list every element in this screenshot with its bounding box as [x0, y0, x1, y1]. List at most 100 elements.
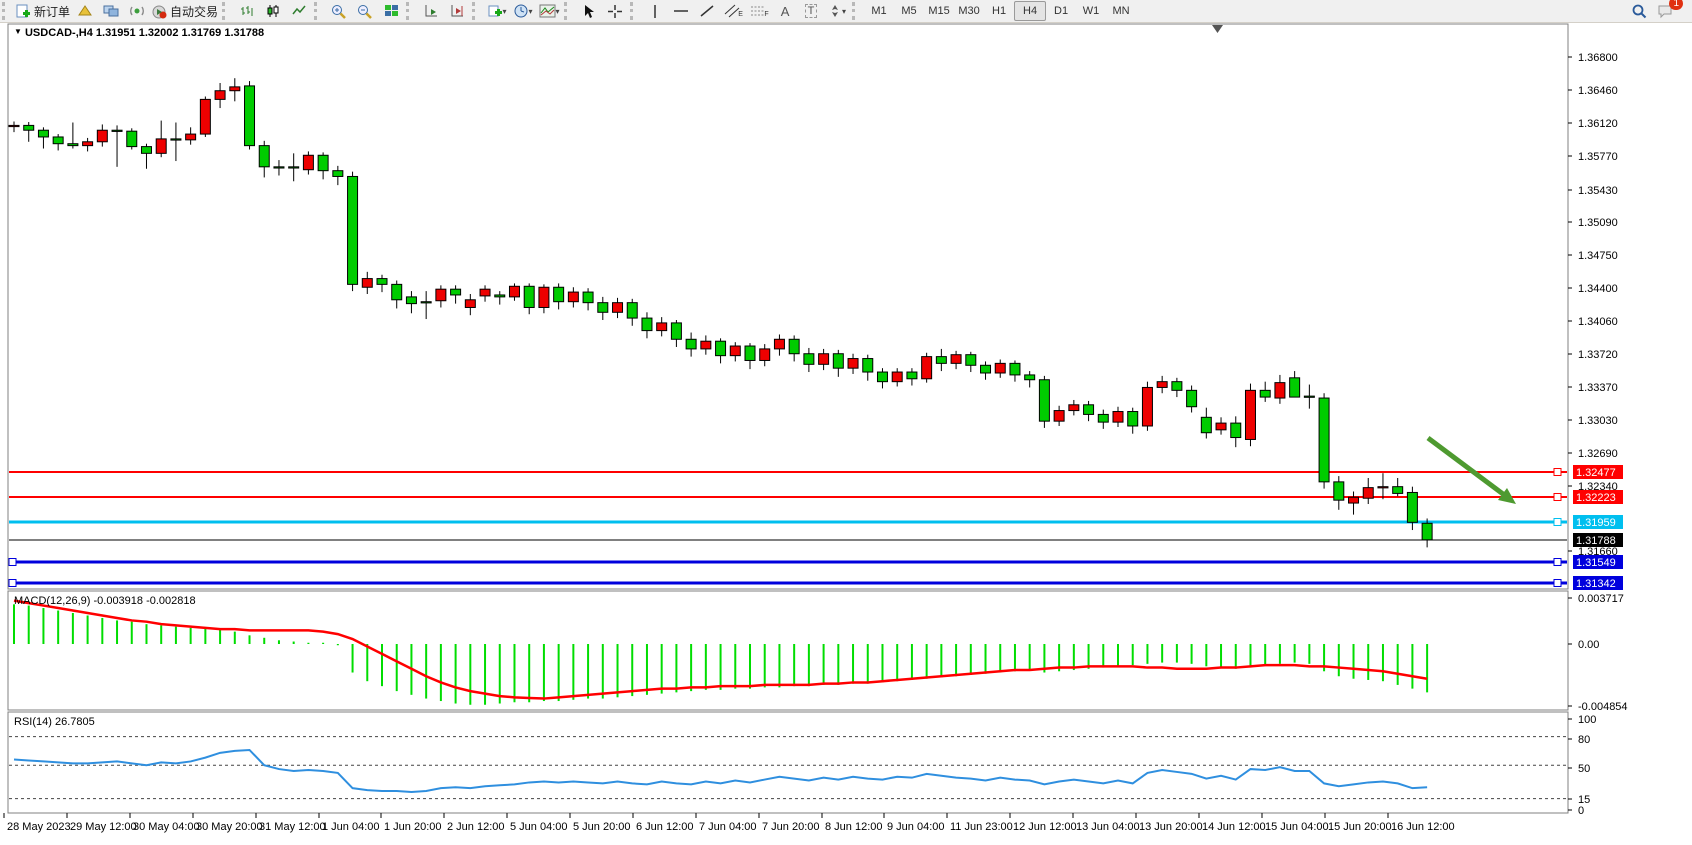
- symbol-dropdown-icon[interactable]: ▼: [14, 27, 22, 36]
- vertical-line-icon: [654, 4, 656, 18]
- chart-shift-marker[interactable]: [1212, 25, 1223, 33]
- line-chart-icon: [292, 5, 306, 15]
- toolbar-grip[interactable]: [2, 2, 12, 20]
- candle: [111, 129, 123, 132]
- candle: [773, 338, 785, 350]
- fibonacci-tool[interactable]: F: [746, 1, 772, 21]
- timeframe-button-m5[interactable]: M5: [901, 5, 917, 17]
- candle: [1318, 397, 1330, 483]
- candle: [1068, 404, 1080, 412]
- tile-windows-button[interactable]: [378, 1, 404, 21]
- arrows-dropdown[interactable]: ▾: [824, 1, 850, 21]
- auto-scroll-button[interactable]: [418, 1, 444, 21]
- timeframe-button-m30[interactable]: M30: [958, 5, 980, 17]
- vertical-line-tool[interactable]: [642, 1, 668, 21]
- timeframe-button-m1[interactable]: M1: [871, 5, 887, 17]
- line-drag-handle[interactable]: [1553, 518, 1562, 526]
- line-drag-handle[interactable]: [1553, 579, 1562, 587]
- candle: [391, 283, 403, 301]
- candle: [921, 356, 933, 380]
- candle: [23, 124, 35, 131]
- zoom-in-button[interactable]: [326, 1, 352, 21]
- toolbar-grip[interactable]: [630, 2, 640, 20]
- horizontal-line-tool[interactable]: [668, 1, 694, 21]
- candle: [906, 371, 918, 380]
- candle: [1053, 410, 1065, 422]
- annotation-arrow-line[interactable]: [1426, 435, 1505, 497]
- macd-axis-label: -0.004854: [1578, 701, 1628, 713]
- crosshair-icon: [608, 4, 623, 18]
- time-axis-label: 16 Jun 12:00: [1391, 821, 1455, 833]
- price-axis-label: 1.36800: [1578, 52, 1618, 64]
- clock-icon: [514, 4, 528, 17]
- candle: [494, 294, 506, 298]
- price-axis-label: 1.34400: [1578, 283, 1618, 295]
- chart-shift-button[interactable]: [444, 1, 470, 21]
- text-tool[interactable]: A: [772, 1, 798, 21]
- trendline-icon: [700, 5, 714, 17]
- candle: [832, 353, 844, 369]
- periods-dropdown[interactable]: ▾: [510, 1, 536, 21]
- text-label-tool[interactable]: T: [798, 1, 824, 21]
- toolbar-grip[interactable]: [314, 2, 324, 20]
- candle: [258, 145, 270, 168]
- timeframe-button-mn[interactable]: MN: [1112, 5, 1130, 17]
- toolbar-grip[interactable]: [472, 2, 482, 20]
- zoom-out-button[interactable]: [352, 1, 378, 21]
- price-axis-label: 1.32690: [1578, 448, 1618, 460]
- market-watch-button[interactable]: [98, 1, 124, 21]
- timeframe-button-m15[interactable]: M15: [928, 5, 950, 17]
- price-axis-label: 1.36460: [1578, 85, 1618, 97]
- line-drag-handle[interactable]: [8, 558, 17, 566]
- signal-icon: [130, 6, 145, 16]
- line-drag-handle[interactable]: [8, 579, 17, 587]
- annotation-arrow-head[interactable]: [1498, 488, 1516, 504]
- timeframe-button-h1[interactable]: H1: [992, 5, 1007, 17]
- signals-button[interactable]: [124, 1, 150, 21]
- price-level-badge-value: 1.31342: [1576, 578, 1616, 590]
- line-chart-button[interactable]: [286, 1, 312, 21]
- candlestick-chart-button[interactable]: [260, 1, 286, 21]
- candle: [155, 138, 167, 154]
- rsi-line: [13, 748, 1428, 793]
- candle: [1421, 522, 1433, 541]
- toolbar-grip[interactable]: [564, 2, 574, 20]
- time-axis-label: 5 Jun 04:00: [510, 821, 568, 833]
- toolbar-grip[interactable]: [222, 2, 232, 20]
- time-axis-label: 14 Jun 12:00: [1202, 821, 1266, 833]
- price-level-badge-value: 1.32223: [1576, 492, 1616, 504]
- line-drag-handle[interactable]: [1553, 558, 1562, 566]
- timeframe-button-d1[interactable]: D1: [1054, 5, 1069, 17]
- candle: [347, 175, 359, 285]
- candle: [140, 146, 152, 154]
- candle: [1156, 381, 1168, 388]
- macd-panel: [7, 590, 1569, 711]
- new-order-button[interactable]: 新订单: [14, 1, 72, 21]
- new-order-icon: [16, 4, 30, 17]
- crosshair-tool-button[interactable]: [602, 1, 628, 21]
- equidistant-channel-tool[interactable]: E: [720, 1, 746, 21]
- timeframe-button-w1[interactable]: W1: [1082, 5, 1100, 17]
- bar-chart-button[interactable]: [234, 1, 260, 21]
- candle: [126, 130, 138, 148]
- indicators-dropdown[interactable]: ▾: [536, 1, 562, 21]
- timeframe-button-h4[interactable]: H4: [1014, 1, 1047, 21]
- search-button[interactable]: [1626, 1, 1652, 21]
- toolbar-grip[interactable]: [852, 2, 862, 20]
- chart-canvas[interactable]: 1.36800 1.36460 1.36120 1.35770 1.35430 1.350…: [0, 23, 1692, 840]
- cursor-tool-button[interactable]: [576, 1, 602, 21]
- price-level-badge: [1573, 533, 1623, 547]
- zoom-in-icon: [332, 4, 346, 19]
- line-drag-handle[interactable]: [1553, 493, 1562, 501]
- candle: [759, 348, 771, 361]
- line-drag-handle[interactable]: [1553, 468, 1562, 476]
- trendline-tool[interactable]: [694, 1, 720, 21]
- time-axis-label: 11 Jun 23:00: [950, 821, 1013, 833]
- auto-trading-button[interactable]: 自动交易: [150, 1, 220, 21]
- toolbar-grip[interactable]: [406, 2, 416, 20]
- new-chart-dropdown[interactable]: ▾: [484, 1, 510, 21]
- publisher-button[interactable]: [72, 1, 98, 21]
- notifications-button[interactable]: 1: [1652, 0, 1683, 21]
- macd-name: MACD(12,26,9): [14, 595, 91, 607]
- time-axis-label: 6 Jun 12:00: [636, 821, 694, 833]
